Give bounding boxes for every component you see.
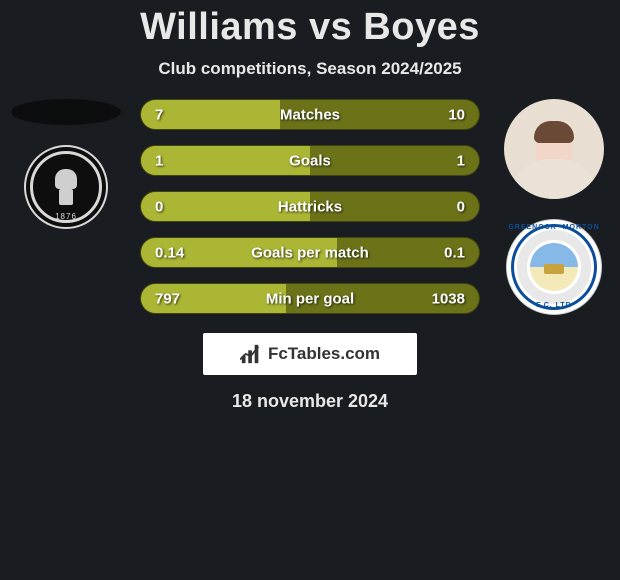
stat-bars: 7Matches101Goals10Hattricks00.14Goals pe… [126, 99, 494, 315]
stat-right-value: 1 [457, 152, 465, 169]
stat-right-value: 1038 [432, 290, 465, 307]
right-club-arc-top: GREENOCK MORTON [507, 224, 601, 231]
stat-left-value: 7 [155, 106, 163, 123]
stat-row: 0 Hattricks 0 [140, 191, 480, 222]
left-club-badge: 1876 [24, 145, 108, 229]
stat-row: 1 Goals 1 [140, 145, 480, 176]
comparison-region: 1876 7Matches101Goals10Hattricks00.14Goa… [0, 99, 620, 315]
ship-crest-icon [530, 243, 578, 291]
page-title: Williams vs Boyes [0, 0, 620, 49]
stat-label: Matches [280, 106, 340, 123]
stat-left-value: 1 [155, 152, 163, 169]
stat-left-fill [141, 146, 310, 175]
stat-row: 797 Min per goal 1038 [140, 283, 480, 314]
right-player-column: GREENOCK MORTON F.C. LTD [494, 99, 614, 315]
brand-watermark: FcTables.com [203, 333, 417, 375]
stat-label: Hattricks [278, 198, 342, 215]
stat-left-value: 0.14 [155, 244, 184, 261]
date-line: 18 november 2024 [0, 391, 620, 412]
stat-label: Goals [289, 152, 331, 169]
stat-left-value: 797 [155, 290, 180, 307]
right-player-avatar [504, 99, 604, 199]
left-player-avatar [11, 99, 121, 125]
right-club-arc-bottom: F.C. LTD [507, 302, 601, 309]
stat-right-value: 10 [448, 106, 465, 123]
stat-right-value: 0 [457, 198, 465, 215]
stat-row: 0.14 Goals per match 0.1 [140, 237, 480, 268]
stat-right-value: 0.1 [444, 244, 465, 261]
stat-row: 7 Matches 10 [140, 99, 480, 130]
subtitle: Club competitions, Season 2024/2025 [0, 59, 620, 79]
right-club-badge: GREENOCK MORTON F.C. LTD [506, 219, 602, 315]
brand-name: FcTables.com [268, 344, 380, 364]
stat-label: Min per goal [266, 290, 354, 307]
stat-left-value: 0 [155, 198, 163, 215]
thistle-icon [48, 169, 84, 205]
left-player-column: 1876 [6, 99, 126, 315]
bar-chart-icon [240, 343, 262, 365]
stat-label: Goals per match [251, 244, 369, 261]
left-club-year: 1876 [55, 212, 77, 221]
